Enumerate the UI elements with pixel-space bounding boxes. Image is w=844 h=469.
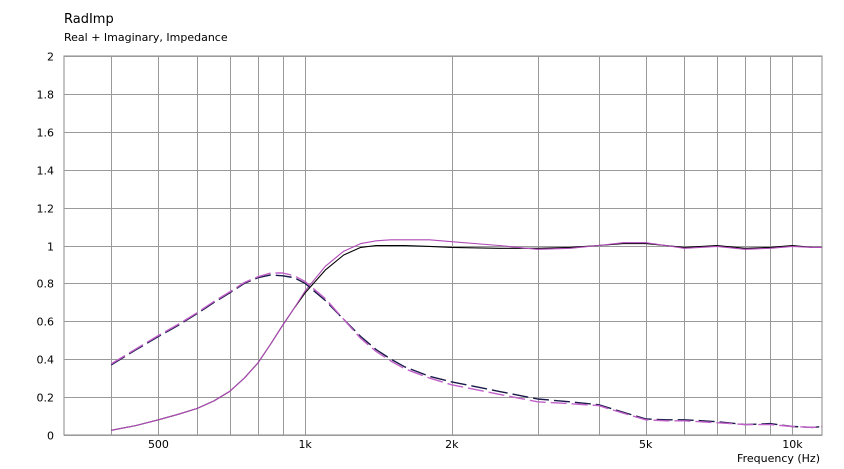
plot-frame	[63, 55, 823, 436]
y-tick-label: 1.2	[37, 203, 55, 216]
series-line-imaginary-model	[110, 274, 823, 429]
y-tick-label: 0.4	[37, 354, 55, 367]
y-tick-label: 2	[47, 51, 54, 64]
x-axis-label: Frequency (Hz)	[737, 452, 820, 465]
series-line-imaginary-measured	[110, 272, 823, 429]
y-tick-label: 1	[47, 241, 54, 254]
y-tick-label: 0.6	[37, 316, 55, 329]
x-tick-label: 2k	[445, 438, 459, 451]
y-tick-label: 1.6	[37, 127, 55, 140]
series-line-real-measured	[111, 239, 822, 431]
x-tick-label: 5k	[639, 438, 653, 451]
y-tick-label: 1.8	[37, 89, 55, 102]
y-tick-label: 1.4	[37, 165, 55, 178]
chart-title: RadImp	[64, 12, 114, 27]
x-tick-label: 500	[148, 438, 169, 451]
y-tick-label: 0.2	[37, 392, 55, 405]
y-tick-label: 0.8	[37, 278, 55, 291]
x-tick-label: 10k	[782, 438, 803, 451]
y-tick-label: 0	[47, 430, 54, 443]
chart-subtitle: Real + Imaginary, Impedance	[64, 31, 228, 44]
x-tick-label: 1k	[298, 438, 312, 451]
